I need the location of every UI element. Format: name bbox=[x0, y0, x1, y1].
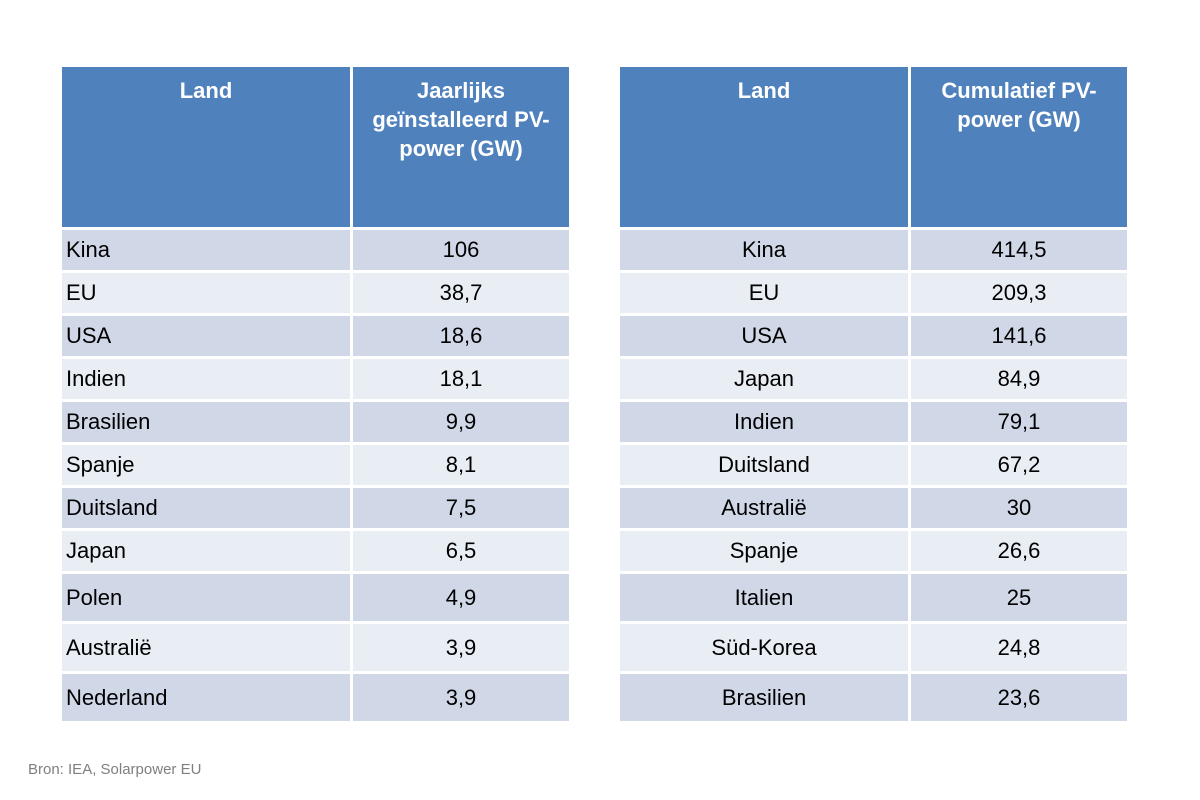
table-row: Brasilien 9,9 bbox=[62, 402, 569, 442]
cumulative-pv-table: Land Cumulatief PV-power (GW) Kina 414,5 E… bbox=[617, 64, 1130, 724]
country-cell: USA bbox=[62, 316, 350, 356]
value-cell: 3,9 bbox=[353, 674, 569, 721]
header-land: Land bbox=[62, 67, 350, 227]
table-row: USA 18,6 bbox=[62, 316, 569, 356]
table-row: Kina 414,5 bbox=[620, 230, 1127, 270]
value-cell: 6,5 bbox=[353, 531, 569, 571]
country-cell: EU bbox=[62, 273, 350, 313]
value-cell: 209,3 bbox=[911, 273, 1127, 313]
table-row: Japan 84,9 bbox=[620, 359, 1127, 399]
table-row: EU 209,3 bbox=[620, 273, 1127, 313]
country-cell: Italien bbox=[620, 574, 908, 621]
country-cell: USA bbox=[620, 316, 908, 356]
source-note: Bron: IEA, Solarpower EU bbox=[28, 761, 202, 778]
country-cell: Japan bbox=[62, 531, 350, 571]
value-cell: 9,9 bbox=[353, 402, 569, 442]
table-row: Duitsland 7,5 bbox=[62, 488, 569, 528]
value-cell: 414,5 bbox=[911, 230, 1127, 270]
value-cell: 3,9 bbox=[353, 624, 569, 671]
table-row: EU 38,7 bbox=[62, 273, 569, 313]
cumulative-table-body: Kina 414,5 EU 209,3 USA 141,6 Japan 84,9 Indien 7… bbox=[620, 230, 1127, 721]
country-cell: Duitsland bbox=[620, 445, 908, 485]
table-row: Spanje 8,1 bbox=[62, 445, 569, 485]
country-cell: Indien bbox=[62, 359, 350, 399]
country-cell: Spanje bbox=[620, 531, 908, 571]
country-cell: Brasilien bbox=[62, 402, 350, 442]
country-cell: Polen bbox=[62, 574, 350, 621]
country-cell: Japan bbox=[620, 359, 908, 399]
table-row: Brasilien 23,6 bbox=[620, 674, 1127, 721]
value-cell: 30 bbox=[911, 488, 1127, 528]
value-cell: 38,7 bbox=[353, 273, 569, 313]
table-row: Nederland 3,9 bbox=[62, 674, 569, 721]
value-cell: 25 bbox=[911, 574, 1127, 621]
country-cell: Australië bbox=[62, 624, 350, 671]
country-cell: Spanje bbox=[62, 445, 350, 485]
value-cell: 67,2 bbox=[911, 445, 1127, 485]
country-cell: EU bbox=[620, 273, 908, 313]
header-cumulative-pv: Cumulatief PV-power (GW) bbox=[911, 67, 1127, 227]
country-cell: Indien bbox=[620, 402, 908, 442]
table-row: Australië 3,9 bbox=[62, 624, 569, 671]
annual-table-body: Kina 106 EU 38,7 USA 18,6 Indien 18,1 Brasilien 9… bbox=[62, 230, 569, 721]
header-land: Land bbox=[620, 67, 908, 227]
table-row: Duitsland 67,2 bbox=[620, 445, 1127, 485]
table-row: Indien 79,1 bbox=[620, 402, 1127, 442]
value-cell: 18,1 bbox=[353, 359, 569, 399]
country-cell: Süd-Korea bbox=[620, 624, 908, 671]
value-cell: 18,6 bbox=[353, 316, 569, 356]
table-row: Polen 4,9 bbox=[62, 574, 569, 621]
value-cell: 23,6 bbox=[911, 674, 1127, 721]
country-cell: Kina bbox=[62, 230, 350, 270]
table-row: Japan 6,5 bbox=[62, 531, 569, 571]
table-row: Kina 106 bbox=[62, 230, 569, 270]
table-row: Italien 25 bbox=[620, 574, 1127, 621]
value-cell: 79,1 bbox=[911, 402, 1127, 442]
header-annual-pv: Jaarlijks geïnstalleerd PV-power (GW) bbox=[353, 67, 569, 227]
annual-pv-table: Land Jaarlijks geïnstalleerd PV-power (G… bbox=[59, 64, 572, 724]
table-row: USA 141,6 bbox=[620, 316, 1127, 356]
value-cell: 8,1 bbox=[353, 445, 569, 485]
value-cell: 141,6 bbox=[911, 316, 1127, 356]
value-cell: 84,9 bbox=[911, 359, 1127, 399]
table-row: Australië 30 bbox=[620, 488, 1127, 528]
value-cell: 7,5 bbox=[353, 488, 569, 528]
value-cell: 26,6 bbox=[911, 531, 1127, 571]
country-cell: Australië bbox=[620, 488, 908, 528]
table-header-row: Land Jaarlijks geïnstalleerd PV-power (G… bbox=[62, 67, 569, 227]
country-cell: Duitsland bbox=[62, 488, 350, 528]
value-cell: 106 bbox=[353, 230, 569, 270]
table-row: Spanje 26,6 bbox=[620, 531, 1127, 571]
country-cell: Kina bbox=[620, 230, 908, 270]
country-cell: Nederland bbox=[62, 674, 350, 721]
value-cell: 4,9 bbox=[353, 574, 569, 621]
country-cell: Brasilien bbox=[620, 674, 908, 721]
table-row: Süd-Korea 24,8 bbox=[620, 624, 1127, 671]
value-cell: 24,8 bbox=[911, 624, 1127, 671]
table-header-row: Land Cumulatief PV-power (GW) bbox=[620, 67, 1127, 227]
table-row: Indien 18,1 bbox=[62, 359, 569, 399]
